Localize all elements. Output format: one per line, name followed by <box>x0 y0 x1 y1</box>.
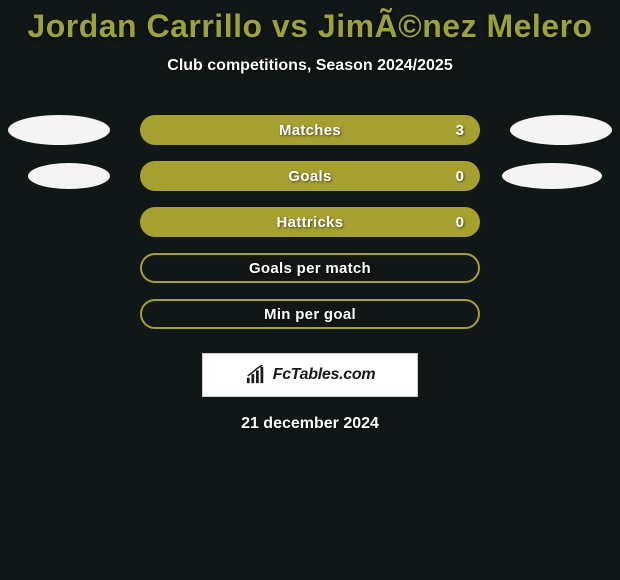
date-label: 21 december 2024 <box>0 415 620 433</box>
stat-bar: Hattricks 0 <box>140 207 480 237</box>
stat-bar: Goals 0 <box>140 161 480 191</box>
stat-label: Matches <box>279 122 341 139</box>
stat-label: Hattricks <box>277 214 344 231</box>
stat-value-right: 0 <box>456 214 464 231</box>
photo-placeholder-left <box>8 115 110 145</box>
subtitle: Club competitions, Season 2024/2025 <box>0 57 620 75</box>
stat-bar: Matches 3 <box>140 115 480 145</box>
photo-placeholder-right <box>510 115 612 145</box>
source-badge[interactable]: FcTables.com <box>202 353 418 397</box>
stat-row: Goals 0 <box>0 161 620 191</box>
badge-text: FcTables.com <box>273 366 376 384</box>
photo-placeholder-right <box>502 163 602 189</box>
photo-placeholder-left <box>28 163 110 189</box>
stat-row: Hattricks 0 <box>0 207 620 237</box>
stat-row: Matches 3 <box>0 115 620 145</box>
page-title: Jordan Carrillo vs JimÃ©nez Melero <box>0 8 620 45</box>
stat-bar: Goals per match <box>140 253 480 283</box>
stat-bar: Min per goal <box>140 299 480 329</box>
stat-row: Min per goal <box>0 299 620 329</box>
stat-value-right: 0 <box>456 168 464 185</box>
stat-label: Goals <box>288 168 331 185</box>
chart-icon <box>245 365 267 385</box>
comparison-card: Jordan Carrillo vs JimÃ©nez Melero Club … <box>0 0 620 433</box>
stat-label: Min per goal <box>264 306 356 323</box>
stat-label: Goals per match <box>249 260 371 277</box>
stats-list: Matches 3 Goals 0 Hattricks 0 Goals per … <box>0 115 620 329</box>
stat-value-right: 3 <box>456 122 464 139</box>
stat-row: Goals per match <box>0 253 620 283</box>
